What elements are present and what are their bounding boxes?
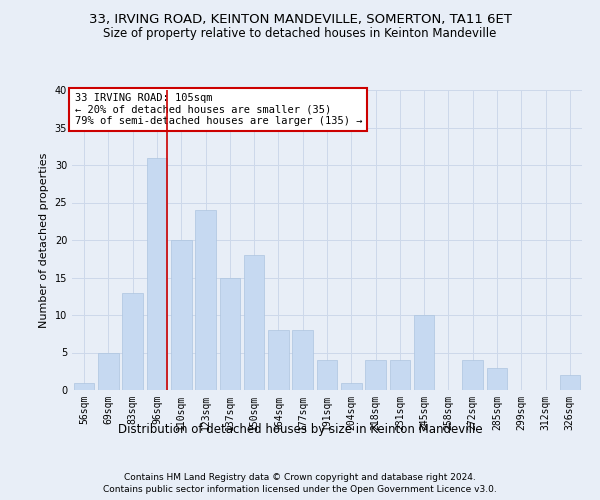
Bar bbox=[560, 375, 580, 390]
Bar bbox=[414, 315, 434, 390]
Bar bbox=[292, 330, 313, 390]
Bar bbox=[220, 278, 240, 390]
Bar bbox=[98, 352, 119, 390]
Text: Size of property relative to detached houses in Keinton Mandeville: Size of property relative to detached ho… bbox=[103, 28, 497, 40]
Bar bbox=[317, 360, 337, 390]
Text: 33 IRVING ROAD: 105sqm
← 20% of detached houses are smaller (35)
79% of semi-det: 33 IRVING ROAD: 105sqm ← 20% of detached… bbox=[74, 93, 362, 126]
Bar bbox=[122, 292, 143, 390]
Bar bbox=[244, 255, 265, 390]
Bar bbox=[74, 382, 94, 390]
Bar bbox=[463, 360, 483, 390]
Bar bbox=[195, 210, 216, 390]
Bar bbox=[146, 158, 167, 390]
Bar bbox=[341, 382, 362, 390]
Text: Distribution of detached houses by size in Keinton Mandeville: Distribution of detached houses by size … bbox=[118, 422, 482, 436]
Y-axis label: Number of detached properties: Number of detached properties bbox=[39, 152, 49, 328]
Bar bbox=[268, 330, 289, 390]
Text: Contains public sector information licensed under the Open Government Licence v3: Contains public sector information licen… bbox=[103, 485, 497, 494]
Bar bbox=[171, 240, 191, 390]
Bar bbox=[365, 360, 386, 390]
Text: 33, IRVING ROAD, KEINTON MANDEVILLE, SOMERTON, TA11 6ET: 33, IRVING ROAD, KEINTON MANDEVILLE, SOM… bbox=[89, 12, 511, 26]
Bar bbox=[389, 360, 410, 390]
Text: Contains HM Land Registry data © Crown copyright and database right 2024.: Contains HM Land Registry data © Crown c… bbox=[124, 472, 476, 482]
Bar bbox=[487, 368, 508, 390]
